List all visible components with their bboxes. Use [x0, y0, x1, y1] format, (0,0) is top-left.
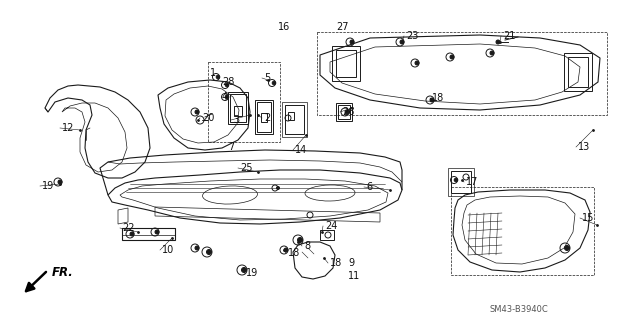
- Text: 18: 18: [432, 93, 444, 103]
- Text: 12: 12: [62, 123, 74, 133]
- Text: 27: 27: [336, 22, 349, 32]
- Circle shape: [490, 51, 494, 55]
- Text: 19: 19: [42, 181, 54, 191]
- Bar: [564, 53, 592, 91]
- Circle shape: [272, 81, 276, 85]
- Circle shape: [241, 268, 246, 272]
- Text: 1: 1: [210, 68, 216, 78]
- Circle shape: [276, 187, 280, 189]
- Circle shape: [430, 98, 434, 102]
- Circle shape: [216, 75, 220, 79]
- Text: 21: 21: [503, 31, 515, 41]
- Text: 17: 17: [466, 177, 478, 187]
- Text: 28: 28: [222, 77, 234, 87]
- Text: 18: 18: [330, 258, 342, 268]
- Bar: [257, 102, 271, 132]
- Circle shape: [350, 40, 354, 44]
- Circle shape: [298, 238, 303, 242]
- Text: 11: 11: [348, 271, 360, 281]
- Circle shape: [454, 178, 458, 182]
- Text: 6: 6: [366, 182, 372, 192]
- Circle shape: [207, 249, 211, 255]
- Bar: [336, 103, 352, 121]
- Bar: [338, 105, 350, 119]
- Text: 8: 8: [304, 241, 310, 251]
- Text: 3: 3: [233, 115, 239, 125]
- Circle shape: [564, 246, 570, 250]
- Circle shape: [130, 232, 134, 236]
- Bar: [336, 50, 356, 77]
- Text: SM43-B3940C: SM43-B3940C: [490, 306, 548, 315]
- Text: 4: 4: [222, 92, 228, 102]
- Bar: [261, 113, 267, 122]
- Bar: [234, 106, 242, 116]
- Circle shape: [225, 83, 229, 87]
- Circle shape: [225, 95, 229, 99]
- Text: 16: 16: [278, 22, 291, 32]
- Circle shape: [284, 248, 288, 252]
- Text: 24: 24: [325, 221, 337, 231]
- Bar: [255, 100, 273, 134]
- Text: 5: 5: [264, 73, 270, 83]
- Text: 18: 18: [288, 248, 300, 258]
- Text: 10: 10: [162, 245, 174, 255]
- Text: 23: 23: [406, 31, 419, 41]
- Text: FR.: FR.: [52, 266, 74, 279]
- Bar: [320, 230, 334, 240]
- Bar: [230, 94, 246, 122]
- Text: 15: 15: [582, 213, 595, 223]
- Circle shape: [195, 246, 199, 250]
- Text: 20: 20: [202, 113, 214, 123]
- Bar: [451, 171, 471, 193]
- Circle shape: [496, 40, 500, 44]
- Text: 9: 9: [348, 258, 354, 268]
- Text: 7: 7: [228, 142, 234, 152]
- Text: 19: 19: [246, 268, 259, 278]
- Text: 2: 2: [264, 113, 270, 123]
- Bar: [285, 105, 304, 134]
- Text: 25: 25: [240, 163, 253, 173]
- Circle shape: [155, 230, 159, 234]
- Bar: [568, 57, 588, 87]
- Circle shape: [450, 55, 454, 59]
- Bar: [228, 92, 248, 124]
- Text: 26: 26: [342, 107, 355, 117]
- Circle shape: [415, 61, 419, 65]
- Circle shape: [345, 110, 349, 114]
- Circle shape: [400, 40, 404, 44]
- Bar: [332, 46, 360, 81]
- Bar: [288, 112, 294, 120]
- Text: 13: 13: [578, 142, 590, 152]
- Circle shape: [58, 180, 62, 184]
- Text: 22: 22: [122, 223, 134, 233]
- Text: 14: 14: [295, 145, 307, 155]
- Circle shape: [195, 110, 199, 114]
